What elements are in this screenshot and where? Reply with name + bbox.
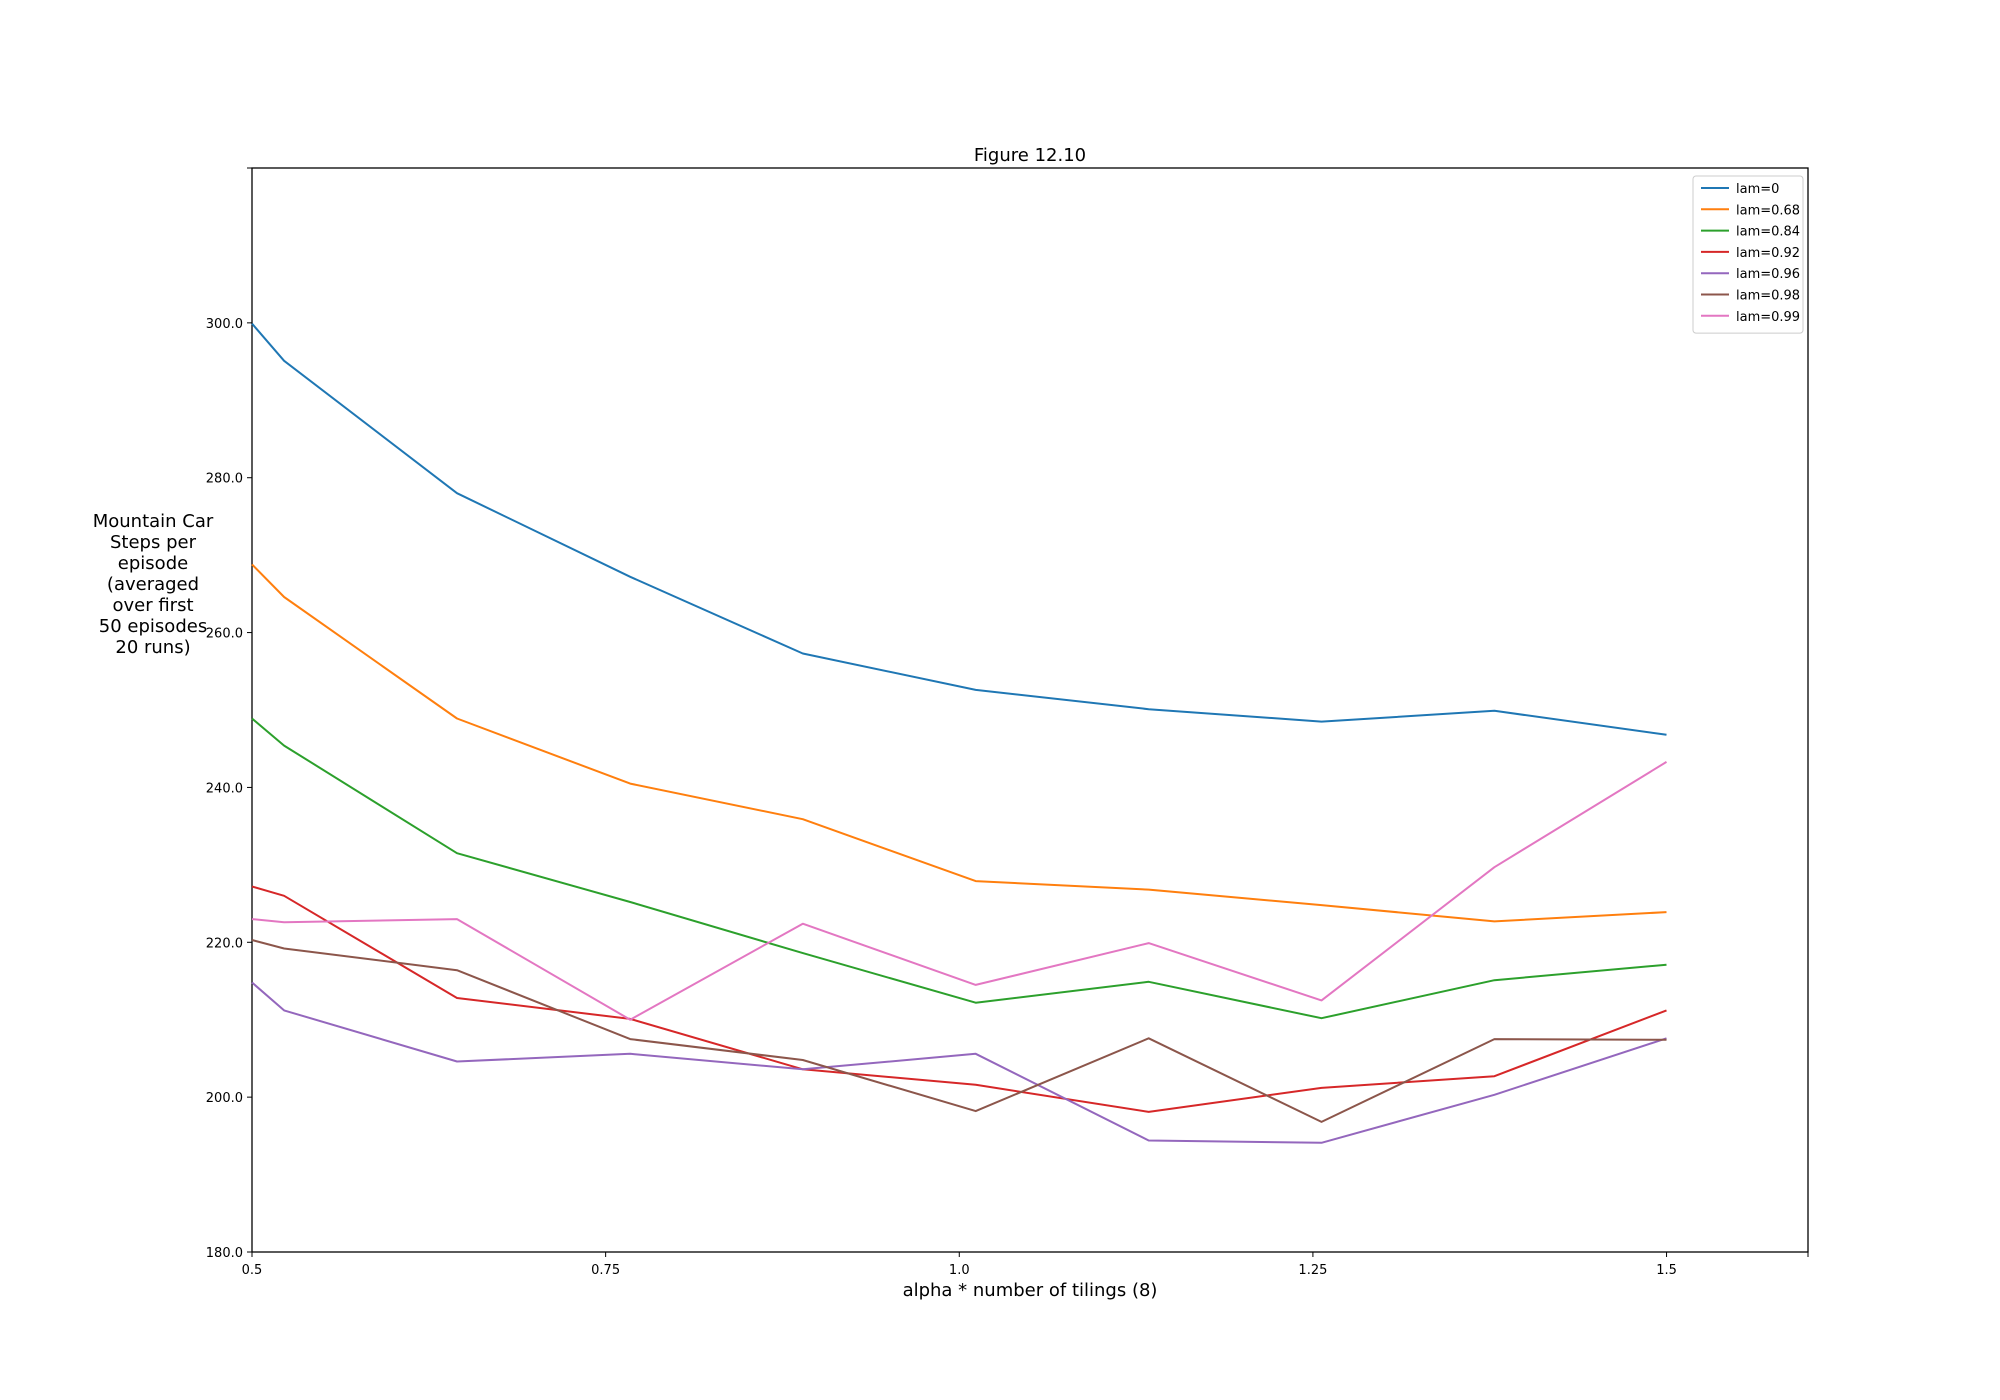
y-axis-title-line: episode [118, 553, 188, 574]
y-axis-title-line: 50 episodes [99, 616, 207, 637]
plot-area [251, 167, 1809, 1253]
y-axis-ticks: 180.0 200.0 220.0 240.0 260.0 280.0 300.0 [206, 167, 252, 1261]
legend-label: lam=0.98 [1736, 289, 1800, 304]
legend-label: lam=0.96 [1736, 267, 1800, 282]
series-line-lam-0-92 [251, 885, 1667, 1113]
legend: lam=0 lam=0.68 lam=0.84 lam=0.92 lam=0.96 lam… [1692, 175, 1804, 334]
y-axis-title-line: (averaged [107, 574, 199, 595]
x-tick-label: 1.0 [949, 1263, 970, 1278]
x-tick-label: 1.5 [1656, 1263, 1677, 1278]
y-tick-label: 260.0 [206, 627, 243, 642]
x-axis-title: alpha * number of tilings (8) [903, 1280, 1158, 1301]
y-axis-title-line: 20 runs) [115, 637, 190, 658]
x-tick-label: 0.5 [242, 1263, 263, 1278]
y-tick-label: 240.0 [206, 781, 243, 796]
series-line-lam-0-98 [251, 939, 1667, 1123]
series-line-lam-0-99 [251, 761, 1668, 1021]
y-tick-label: 180.0 [206, 1246, 243, 1261]
series-lines [251, 322, 1668, 1144]
x-axis-ticks: 0.5 0.75 1.0 1.25 1.5 [242, 1252, 1809, 1278]
legend-label: lam=0 [1736, 182, 1779, 197]
x-tick-label: 0.75 [591, 1263, 620, 1278]
series-line-lam-0-96 [251, 981, 1667, 1144]
y-tick-label: 200.0 [206, 1091, 243, 1106]
y-tick-label: 220.0 [206, 936, 243, 951]
legend-label: lam=0.99 [1736, 310, 1800, 325]
y-tick-label: 300.0 [206, 317, 243, 332]
x-tick-label: 1.25 [1298, 1263, 1327, 1278]
legend-label: lam=0.84 [1736, 225, 1800, 240]
chart-title: Figure 12.10 [974, 145, 1086, 166]
y-tick-label: 280.0 [206, 472, 243, 487]
series-line-lam-0-84 [251, 717, 1667, 1020]
legend-label: lam=0.92 [1736, 246, 1800, 261]
y-axis-title-line: Steps per [110, 532, 197, 553]
series-line-lam-0 [251, 322, 1667, 736]
legend-label: lam=0.68 [1736, 203, 1800, 218]
y-axis-title-line: over first [112, 595, 193, 616]
series-line-lam-0-68 [251, 563, 1667, 923]
y-axis-title-line: Mountain Car [93, 511, 214, 532]
